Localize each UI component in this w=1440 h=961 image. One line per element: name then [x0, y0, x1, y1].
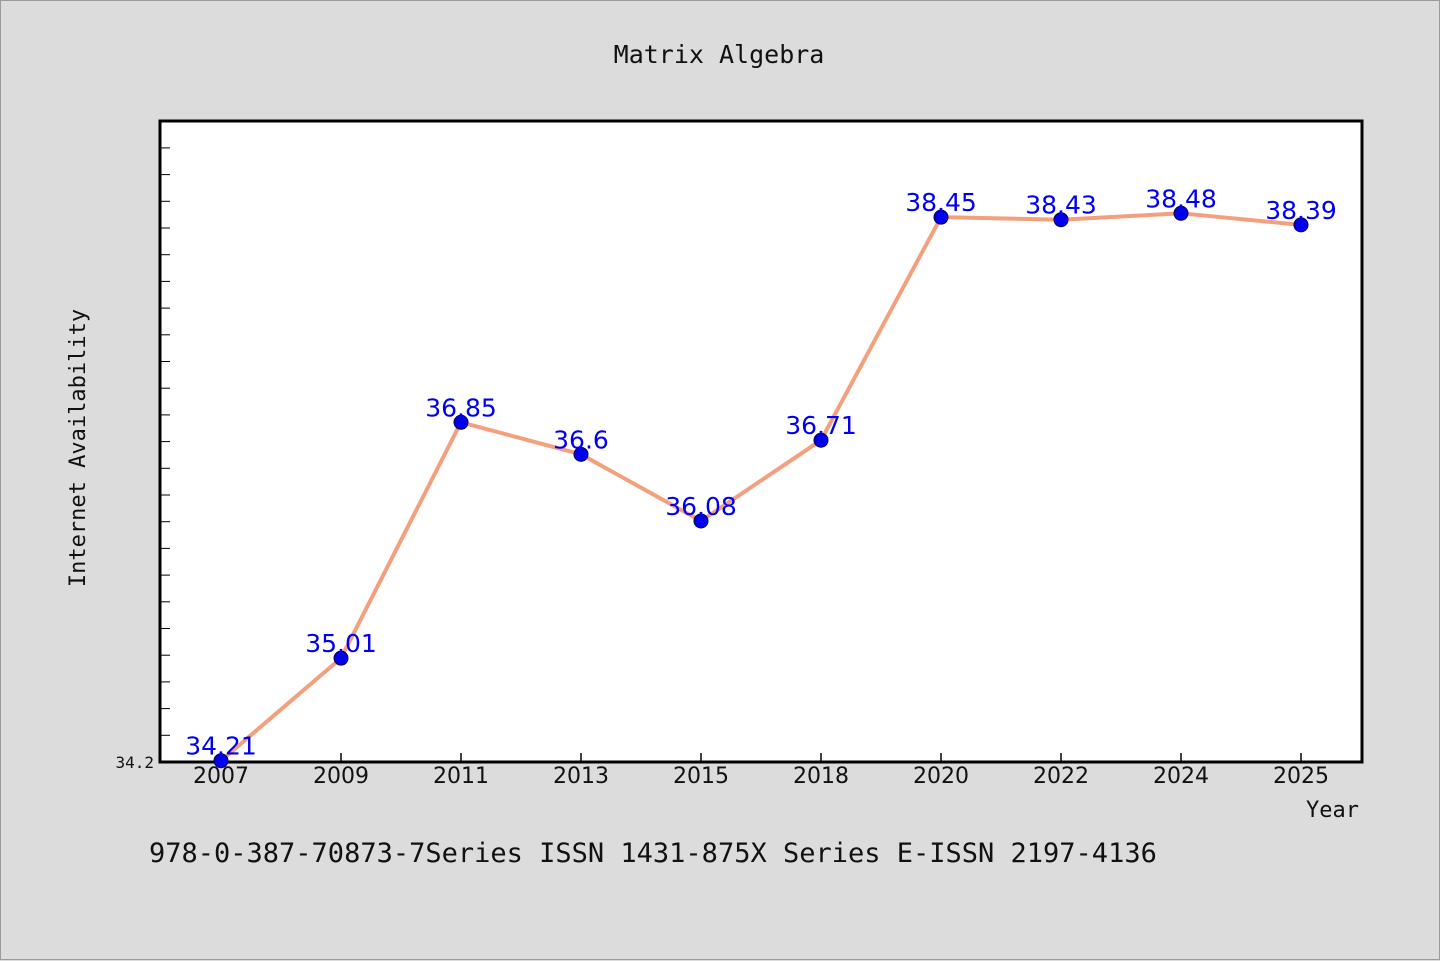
data-label-2009: 35.01: [305, 629, 377, 658]
series-markers: [213, 205, 1309, 769]
data-point-2011: [453, 414, 469, 430]
data-point-2020: [933, 209, 949, 225]
data-point-2022: [1053, 212, 1069, 228]
data-point-2015: [693, 513, 709, 529]
data-label-2015: 36.08: [665, 492, 737, 521]
x-tick-label: 2024: [1153, 764, 1209, 789]
x-tick-label: 2015: [673, 764, 729, 789]
data-point-2009: [333, 650, 349, 666]
data-label-2025: 38.39: [1265, 196, 1337, 225]
data-point-2024: [1173, 205, 1189, 221]
y-axis-title: Internet Availability: [66, 309, 91, 587]
data-point-2013: [573, 446, 589, 462]
series-line: [219, 211, 1303, 763]
data-label-2024: 38.48: [1145, 184, 1217, 213]
data-label-2022: 38.43: [1025, 191, 1097, 220]
footer-isbn-text: 978-0-387-70873-7Series ISSN 1431-875X S…: [149, 838, 1157, 869]
data-point-2018: [813, 432, 829, 448]
data-point-2025: [1293, 217, 1309, 233]
chart-title: Matrix Algebra: [614, 40, 825, 69]
y-tick-labels: 34.2: [115, 753, 154, 772]
data-labels: 34.21 35.01 36.85 36.6 36.08 36.71 38.45 38.43 3…: [185, 184, 1337, 760]
data-label-2020: 38.45: [905, 188, 977, 217]
x-tick-label: 2011: [433, 764, 489, 789]
data-label-2018: 36.71: [785, 411, 857, 440]
data-label-2011: 36.85: [425, 393, 497, 422]
x-tick-labels: 2007 2009 2011 2013 2015 2018 2020 2022 2024 2025: [193, 764, 1329, 789]
x-tick-label: 2009: [313, 764, 369, 789]
x-tick-label: 2013: [553, 764, 609, 789]
data-label-2013: 36.6: [553, 425, 609, 454]
data-label-2007: 34.21: [185, 732, 257, 761]
x-axis-title: Year: [1306, 798, 1359, 823]
y-tick-label: 34.2: [115, 753, 154, 772]
x-tick-label: 2020: [913, 764, 969, 789]
x-tick-label: 2025: [1273, 764, 1329, 789]
x-tick-label: 2018: [793, 764, 849, 789]
plot-area: [158, 119, 1364, 764]
y-axis-ticks: [160, 147, 170, 763]
data-point-2007: [213, 753, 229, 769]
x-tick-label: 2022: [1033, 764, 1089, 789]
